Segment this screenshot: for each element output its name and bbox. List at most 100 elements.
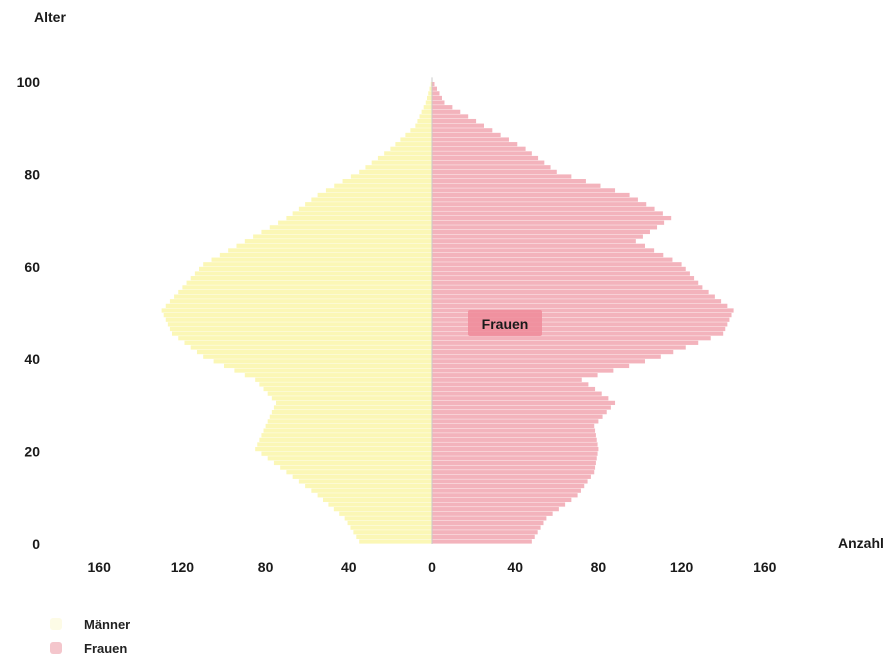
bar-frauen: [432, 460, 596, 466]
bar-maenner: [317, 493, 432, 498]
bar-maenner: [298, 479, 432, 484]
bar-maenner: [259, 382, 432, 387]
y-tick-label: 0: [32, 536, 40, 552]
bar-frauen: [432, 183, 601, 188]
bar-frauen: [432, 132, 501, 138]
bar-frauen: [432, 142, 518, 147]
bar-frauen: [432, 285, 703, 290]
bar-maenner: [186, 280, 432, 285]
bar-frauen: [432, 271, 690, 276]
bar-frauen: [432, 410, 607, 415]
bar-maenner: [421, 109, 432, 114]
y-tick-label: 40: [24, 351, 40, 367]
bar-frauen: [432, 174, 572, 179]
bar-frauen: [432, 336, 711, 341]
bar-maenner: [269, 225, 432, 230]
bar-frauen: [432, 225, 658, 230]
bar-maenner: [317, 192, 432, 198]
bar-maenner: [333, 507, 432, 512]
bar-frauen: [432, 169, 557, 174]
legend-label-frauen: Frauen: [84, 640, 128, 656]
bar-frauen: [432, 95, 442, 101]
legend-item-maenner[interactable]: Männer: [50, 612, 130, 636]
frauen-bars: [432, 82, 734, 544]
bar-maenner: [286, 470, 432, 475]
bar-frauen: [432, 114, 469, 119]
bar-frauen: [432, 428, 596, 433]
bar-maenner: [265, 423, 432, 429]
bar-frauen: [432, 100, 445, 105]
bar-frauen: [432, 363, 630, 369]
bar-maenner: [344, 516, 432, 521]
bar-frauen: [432, 382, 589, 387]
bar-frauen: [432, 502, 566, 507]
bar-frauen: [432, 109, 461, 114]
bar-frauen: [432, 262, 682, 267]
bar-frauen: [432, 386, 596, 392]
bar-maenner: [356, 534, 432, 539]
bar-maenner: [276, 400, 432, 405]
bar-maenner: [292, 211, 432, 216]
bar-frauen: [432, 165, 551, 170]
bar-frauen: [432, 470, 595, 475]
bar-maenner: [224, 363, 432, 369]
bar-maenner: [267, 419, 432, 424]
bar-frauen: [432, 400, 616, 405]
bar-frauen: [432, 446, 599, 452]
bar-frauen: [432, 206, 655, 211]
bar-maenner: [267, 391, 432, 396]
frauen-inner-label-text: Frauen: [482, 316, 529, 332]
bar-frauen: [432, 340, 699, 345]
bar-frauen: [432, 442, 598, 447]
bar-frauen: [432, 215, 672, 221]
bar-frauen: [432, 313, 732, 318]
bar-maenner: [359, 169, 432, 174]
bar-frauen: [432, 289, 709, 295]
bar-maenner: [261, 229, 432, 235]
bar-frauen: [432, 252, 664, 258]
legend-swatch-maenner: [50, 618, 62, 630]
bar-maenner: [271, 410, 432, 415]
bar-maenner: [305, 202, 432, 207]
bar-maenner: [196, 349, 432, 355]
bar-maenner: [261, 451, 432, 456]
bar-maenner: [271, 396, 432, 401]
bar-frauen: [432, 308, 734, 313]
bar-frauen: [432, 146, 526, 151]
bar-frauen: [432, 497, 572, 503]
bar-frauen: [432, 280, 699, 285]
bar-maenner: [261, 433, 432, 438]
bar-frauen: [432, 128, 493, 133]
bar-maenner: [172, 331, 432, 336]
bar-maenner: [347, 520, 432, 526]
bar-maenner: [342, 179, 432, 184]
legend-item-frauen[interactable]: Frauen: [50, 636, 130, 660]
bar-maenner: [350, 174, 432, 179]
bar-maenner: [429, 86, 432, 91]
bar-maenner: [184, 340, 432, 345]
bar-frauen: [432, 456, 597, 461]
bar-maenner: [199, 266, 432, 272]
bar-maenner: [353, 530, 432, 535]
bar-maenner: [384, 151, 432, 156]
bar-maenner: [244, 239, 432, 244]
bar-frauen: [432, 437, 597, 442]
bar-frauen: [432, 155, 539, 161]
bar-maenner: [417, 118, 432, 124]
bar-maenner: [311, 197, 432, 202]
bar-maenner: [203, 354, 432, 359]
x-tick-label: 0: [428, 559, 436, 575]
bar-frauen: [432, 530, 538, 535]
frauen-inner-label: Frauen: [468, 310, 542, 336]
bar-maenner: [311, 488, 432, 493]
bar-maenner: [305, 483, 432, 489]
bar-frauen: [432, 479, 588, 484]
x-tick-label: 80: [258, 559, 274, 575]
bar-maenner: [190, 345, 432, 350]
bar-frauen: [432, 419, 599, 424]
y-tick-label: 100: [17, 74, 41, 90]
y-tick-label: 20: [24, 444, 40, 460]
bar-frauen: [432, 151, 532, 156]
bar-maenner: [377, 155, 432, 161]
bar-frauen: [432, 414, 603, 419]
